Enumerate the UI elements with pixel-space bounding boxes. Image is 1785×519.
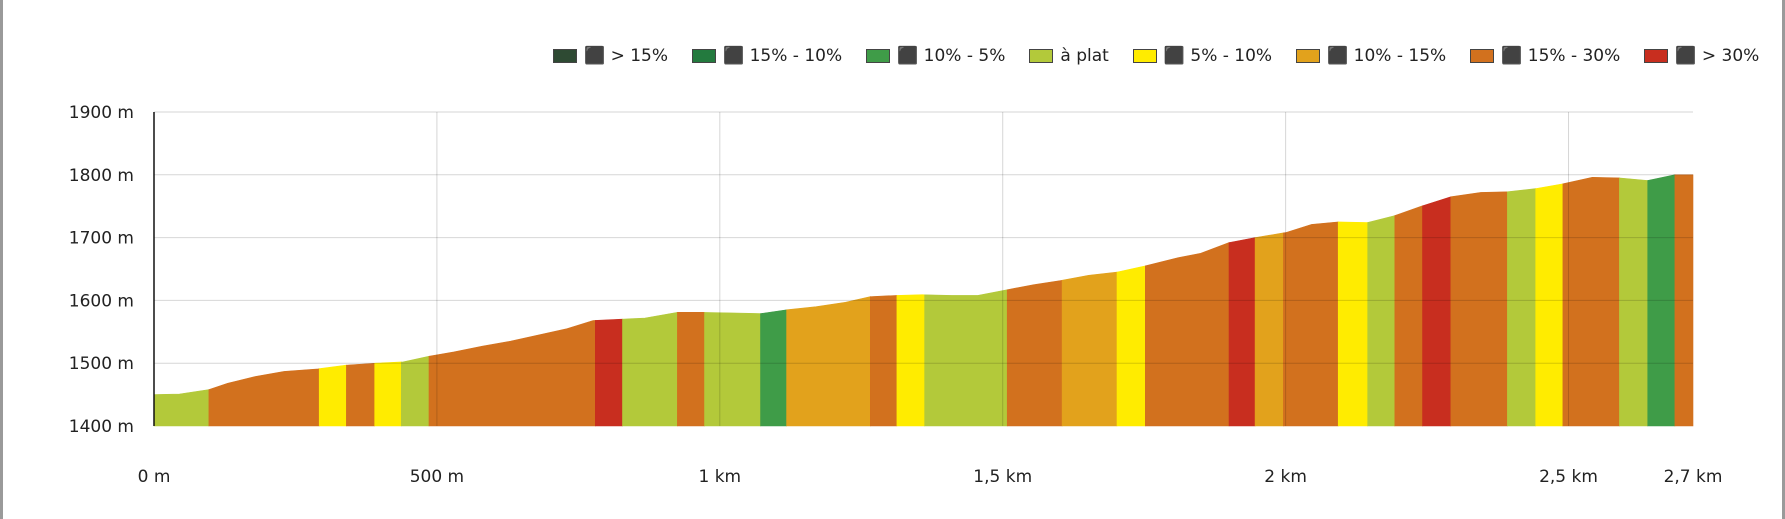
profile-segment [677, 312, 705, 427]
profile-segment [1535, 183, 1564, 427]
x-tick-label: 1 km [698, 467, 741, 487]
y-tick-label: 1900 m [69, 103, 134, 123]
x-tick-label: 2,7 km [1664, 467, 1723, 487]
y-tick-label: 1400 m [69, 417, 134, 437]
legend-label: ⬛ > 30% [1675, 46, 1760, 66]
profile-segment [1061, 271, 1118, 427]
legend-label: ⬛ 15% - 10% [723, 46, 843, 66]
profile-segment [1562, 176, 1620, 427]
legend-swatch [1132, 49, 1157, 63]
legend-label: ⬛ 10% - 5% [897, 46, 1006, 66]
legend-label: ⬛ 5% - 10% [1163, 46, 1273, 66]
x-tick-label: 2,5 km [1539, 467, 1598, 487]
profile-segment [1283, 221, 1339, 427]
x-tick-label: 0 m [138, 467, 171, 487]
profile-segment [1422, 196, 1452, 427]
legend-label: ⬛ > 15% [584, 46, 669, 66]
profile-segment [346, 362, 376, 427]
profile-segment [1337, 221, 1369, 427]
profile-segment [786, 296, 871, 427]
profile-segment [1619, 177, 1649, 427]
x-tick-label: 1,5 km [973, 467, 1032, 487]
profile-segments [153, 174, 1694, 427]
profile-segment [896, 294, 925, 427]
profile-segment [622, 311, 678, 427]
profile-segment [374, 361, 402, 427]
x-tick-label: 500 m [410, 467, 464, 487]
profile-segment [1145, 242, 1230, 427]
profile-segment [1367, 215, 1396, 427]
profile-segment [869, 295, 898, 427]
profile-segment [704, 312, 761, 427]
legend-item: ⬛ 15% - 10% [692, 46, 842, 66]
legend-label: ⬛ 10% - 15% [1327, 46, 1447, 66]
legend-item: ⬛ 5% - 10% [1132, 46, 1273, 66]
x-tick-label: 2 km [1264, 467, 1307, 487]
profile-segment [153, 389, 210, 427]
profile-segment [1116, 265, 1146, 427]
y-tick-label: 1500 m [69, 354, 134, 374]
profile-segment [760, 309, 787, 427]
profile-segment [924, 289, 1008, 427]
legend-swatch [866, 49, 891, 63]
legend-item: à plat [1029, 46, 1109, 66]
profile-segment [1006, 279, 1063, 427]
profile-segment [1394, 205, 1423, 427]
legend-swatch [1644, 49, 1669, 63]
profile-segment [1507, 188, 1537, 427]
legend-item: ⬛ 10% - 15% [1296, 46, 1446, 66]
legend-item: ⬛ > 15% [553, 46, 668, 66]
profile-segment [1228, 237, 1256, 427]
profile-segment [594, 318, 623, 427]
legend-label: à plat [1060, 46, 1109, 66]
legend-item: ⬛ 15% - 30% [1470, 46, 1620, 66]
y-tick-label: 1800 m [69, 166, 134, 186]
legend-label: ⬛ 15% - 30% [1501, 46, 1621, 66]
legend-swatch [553, 49, 577, 63]
profile-segment [208, 368, 320, 427]
legend-swatch [1296, 49, 1321, 63]
profile-segment [1674, 174, 1694, 427]
legend-swatch [692, 49, 717, 63]
chart-legend: ⬛ > 15% ⬛ 15% - 10% ⬛ 10% - 5% à plat ⬛ 5% -… [553, 45, 1759, 67]
legend-swatch [1470, 49, 1495, 63]
legend-swatch [1029, 49, 1054, 63]
y-tick-label: 1600 m [69, 291, 134, 311]
profile-segment [400, 355, 430, 427]
legend-item: ⬛ 10% - 5% [866, 46, 1005, 66]
grid-lines [154, 111, 1693, 426]
profile-segment [1450, 191, 1508, 427]
y-tick-label: 1700 m [69, 229, 134, 249]
profile-segment [1254, 232, 1284, 427]
profile-segment [318, 364, 347, 427]
legend-item: ⬛ > 30% [1644, 46, 1759, 66]
profile-segment [428, 320, 596, 427]
